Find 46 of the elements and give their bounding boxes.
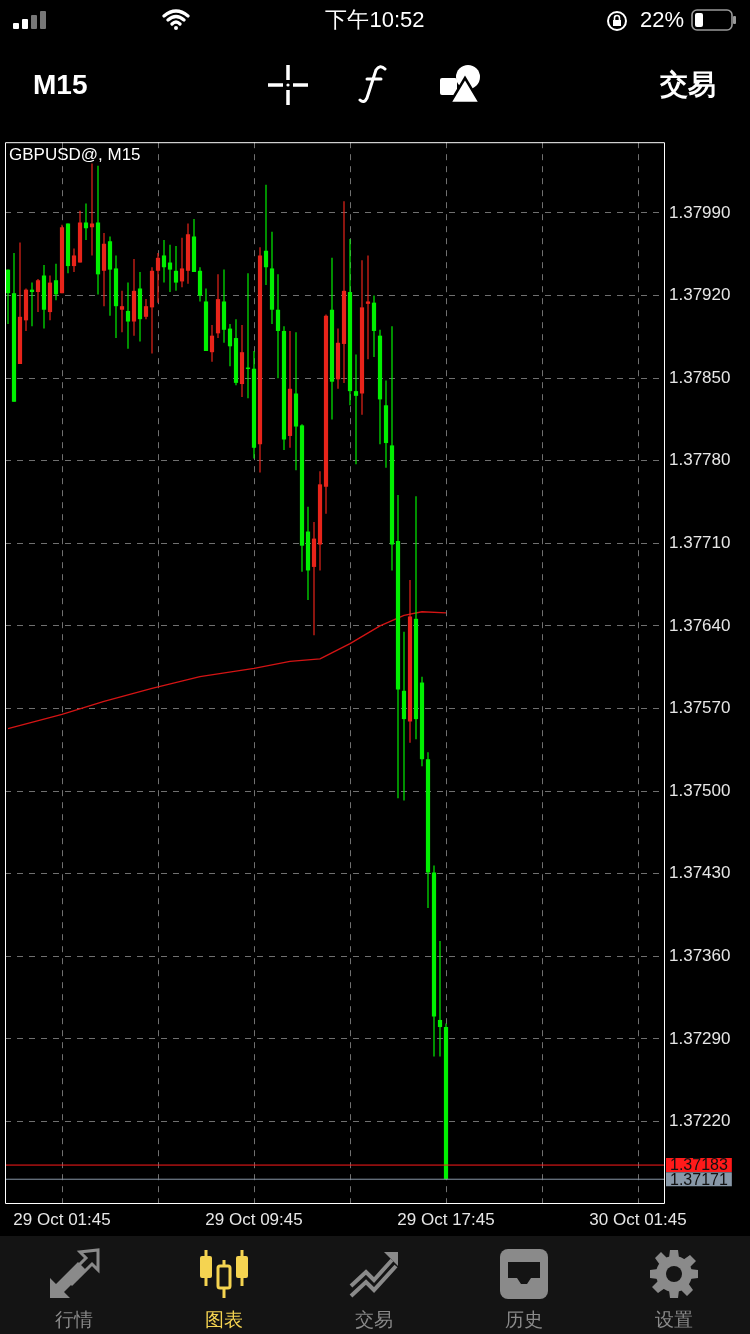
x-tick-label: 29 Oct 17:45: [397, 1209, 495, 1229]
text: M15: [33, 69, 88, 100]
x-tick-label: 29 Oct 09:45: [205, 1209, 303, 1229]
text: 交易: [660, 69, 716, 100]
candlestick: [119, 290, 125, 333]
candlestick: [275, 273, 281, 379]
y-tick-label: 1.37430: [669, 863, 731, 883]
candlestick: [71, 247, 77, 273]
candlestick: [83, 202, 89, 241]
chart-title: GBPUSD@, M15: [9, 145, 141, 165]
candlestick: [263, 184, 269, 286]
y-tick-label: 1.37360: [669, 945, 731, 965]
y-tick-label: 1.37990: [669, 202, 731, 222]
y-tick-label: 1.37850: [669, 367, 731, 387]
candlestick: [143, 298, 149, 320]
x-tick-label: 29 Oct 01:45: [13, 1209, 111, 1229]
candlestick: [5, 269, 11, 325]
candlestick: [125, 281, 131, 350]
candlestick: [179, 237, 185, 288]
y-tick-label: 1.37640: [669, 615, 731, 635]
y-tick-label: 1.37500: [669, 780, 731, 800]
x-tick-label: 30 Oct 01:45: [589, 1209, 687, 1229]
candlestick: [35, 278, 41, 313]
text: 交易: [355, 1308, 393, 1330]
y-tick-label: 1.37920: [669, 285, 731, 305]
candlestick: [161, 239, 167, 284]
candlestick: [353, 353, 359, 465]
candlestick: [53, 263, 59, 301]
candlestick: [437, 940, 443, 1058]
y-tick-label: 1.37570: [669, 698, 731, 718]
text: 设置: [655, 1308, 693, 1330]
candlestick: [167, 244, 173, 293]
y-tick-label: 1.37710: [669, 533, 731, 553]
text: 图表: [205, 1308, 243, 1330]
candlestick: [173, 245, 179, 292]
candlestick: [227, 323, 233, 367]
text: 历史: [505, 1308, 543, 1330]
y-tick-label: 1.37290: [669, 1028, 731, 1048]
candlestick: [209, 324, 215, 363]
text: 行情: [55, 1308, 93, 1330]
candlestick: [365, 254, 371, 360]
y-tick-label: 1.37780: [669, 450, 731, 470]
text: 下午10:52: [325, 7, 425, 32]
y-tick-label: 1.37220: [669, 1111, 731, 1131]
text: 22%: [640, 7, 685, 32]
candlestick: [155, 252, 161, 304]
